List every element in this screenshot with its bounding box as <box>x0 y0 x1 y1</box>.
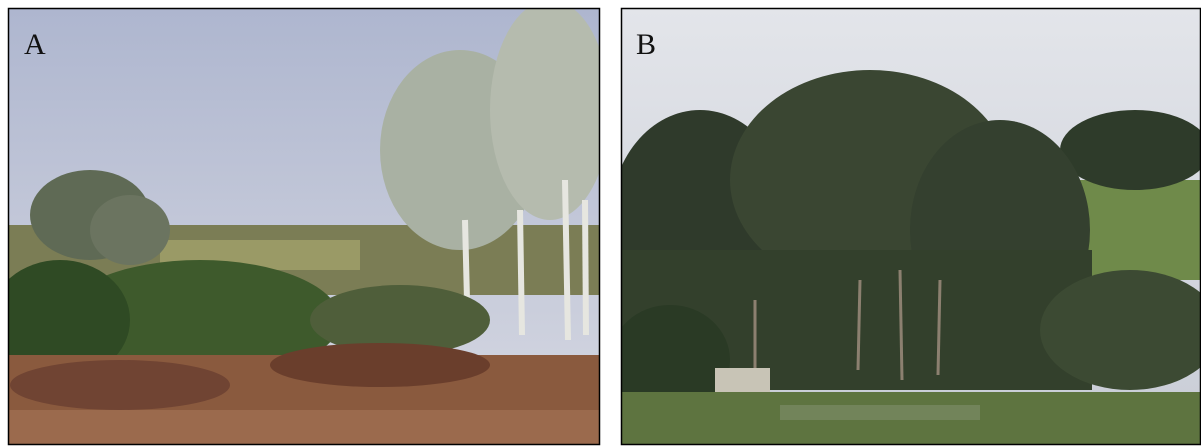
photo-a <box>0 0 610 445</box>
panel-label: A <box>24 28 46 61</box>
panel-label: B <box>636 28 656 61</box>
page: A B (() => { const data = JSON.parse(doc… <box>0 0 1201 447</box>
figure: A B <box>0 0 1201 447</box>
photo-b <box>610 9 1201 445</box>
